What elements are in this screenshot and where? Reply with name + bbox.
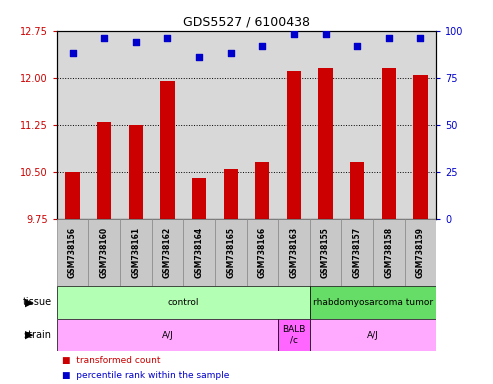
Bar: [88, 219, 120, 286]
Point: [417, 35, 424, 41]
Bar: [341, 219, 373, 286]
Bar: [215, 219, 246, 286]
Text: ■  transformed count: ■ transformed count: [62, 356, 160, 365]
Text: GSM738159: GSM738159: [416, 227, 425, 278]
Text: GSM738162: GSM738162: [163, 227, 172, 278]
Text: GSM738155: GSM738155: [321, 227, 330, 278]
Text: A/J: A/J: [367, 331, 379, 339]
Bar: [310, 319, 436, 351]
Text: ▶: ▶: [25, 297, 34, 308]
Bar: [373, 219, 405, 286]
Text: GSM738160: GSM738160: [100, 227, 108, 278]
Text: BALB
/c: BALB /c: [282, 325, 306, 345]
Bar: [287, 71, 301, 219]
Bar: [57, 319, 278, 351]
Bar: [152, 219, 183, 286]
Bar: [97, 122, 111, 219]
Title: GDS5527 / 6100438: GDS5527 / 6100438: [183, 15, 310, 28]
Bar: [57, 219, 88, 286]
Text: strain: strain: [24, 330, 52, 340]
Point: [164, 35, 172, 41]
Text: GSM738166: GSM738166: [258, 227, 267, 278]
Text: ▶: ▶: [25, 330, 34, 340]
Text: GSM738165: GSM738165: [226, 227, 235, 278]
Bar: [192, 178, 206, 219]
Bar: [129, 125, 143, 219]
Bar: [382, 68, 396, 219]
Bar: [66, 172, 80, 219]
Bar: [183, 219, 215, 286]
Bar: [255, 162, 270, 219]
Text: ■  percentile rank within the sample: ■ percentile rank within the sample: [62, 371, 229, 380]
Bar: [120, 219, 152, 286]
Point: [290, 31, 298, 38]
Bar: [310, 286, 436, 319]
Text: A/J: A/J: [162, 331, 174, 339]
Text: tissue: tissue: [23, 297, 52, 308]
Point: [132, 39, 140, 45]
Point: [321, 31, 329, 38]
Bar: [278, 319, 310, 351]
Text: control: control: [168, 298, 199, 307]
Bar: [310, 219, 341, 286]
Point: [69, 50, 76, 56]
Point: [195, 54, 203, 60]
Text: GSM738158: GSM738158: [385, 227, 393, 278]
Text: GSM738157: GSM738157: [352, 227, 362, 278]
Text: GSM738156: GSM738156: [68, 227, 77, 278]
Bar: [350, 162, 364, 219]
Bar: [278, 219, 310, 286]
Text: GSM738163: GSM738163: [289, 227, 298, 278]
Text: GSM738164: GSM738164: [195, 227, 204, 278]
Bar: [246, 219, 278, 286]
Text: GSM738161: GSM738161: [131, 227, 141, 278]
Bar: [318, 68, 333, 219]
Point: [227, 50, 235, 56]
Point: [258, 43, 266, 49]
Point: [385, 35, 393, 41]
Bar: [57, 286, 310, 319]
Point: [353, 43, 361, 49]
Bar: [413, 74, 427, 219]
Bar: [405, 219, 436, 286]
Bar: [223, 169, 238, 219]
Text: rhabdomyosarcoma tumor: rhabdomyosarcoma tumor: [313, 298, 433, 307]
Bar: [160, 81, 175, 219]
Point: [100, 35, 108, 41]
